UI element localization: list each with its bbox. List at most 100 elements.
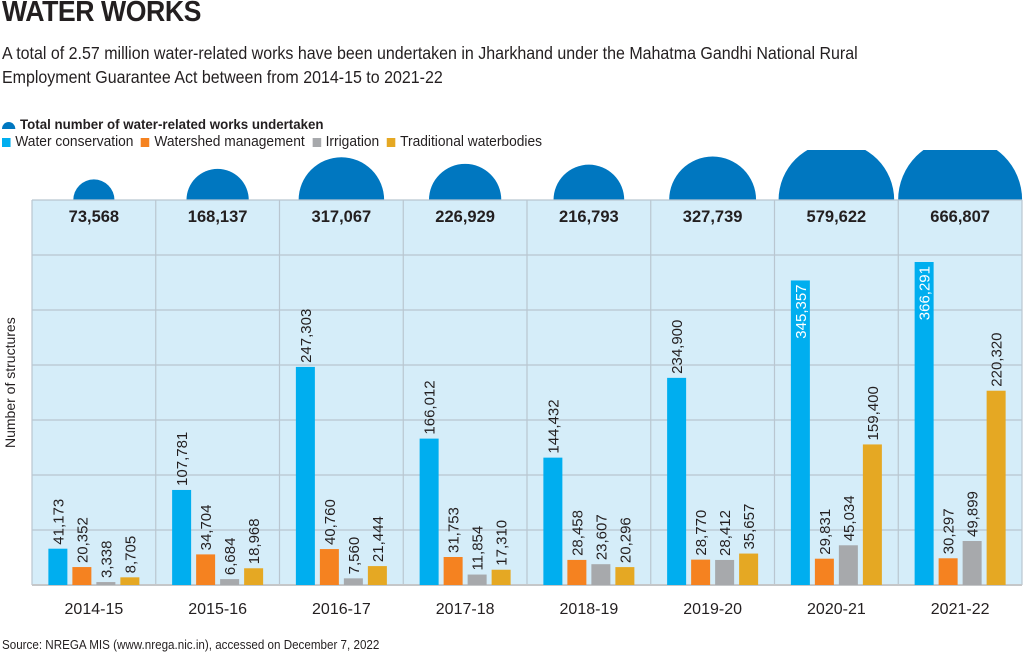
total-semicircle xyxy=(778,150,895,200)
bar-value-label: 49,899 xyxy=(965,491,982,537)
bar-water-conservation xyxy=(295,366,315,585)
legend-item-water-conservation: Water conservation xyxy=(2,134,133,150)
bar-value-label: 159,400 xyxy=(865,386,882,440)
total-semicircle xyxy=(428,163,502,200)
chart-title: WATER WORKS xyxy=(2,0,201,28)
total-semicircle xyxy=(298,157,385,200)
bar-water-conservation xyxy=(543,457,563,585)
bar-value-label: 20,352 xyxy=(74,517,91,563)
bar-value-label: 18,968 xyxy=(246,518,263,564)
bar-irrigation xyxy=(715,559,735,585)
bar-value-label: 28,770 xyxy=(693,510,710,556)
bar-value-label: 3,338 xyxy=(98,541,115,579)
bar-water-conservation xyxy=(667,377,687,585)
bar-value-label: 166,012 xyxy=(422,380,439,434)
total-semicircle xyxy=(186,168,249,200)
bar-irrigation xyxy=(343,578,363,585)
bar-value-label: 20,296 xyxy=(617,517,634,563)
total-value-label: 73,568 xyxy=(69,208,119,226)
legend-label: Watershed management xyxy=(154,134,305,150)
legend-swatch-traditional-waterbodies xyxy=(386,137,396,147)
bar-irrigation xyxy=(96,582,116,585)
bar-water-conservation xyxy=(48,548,68,585)
bar-traditional-waterbodies xyxy=(986,390,1006,585)
x-tick-label: 2021-22 xyxy=(931,601,990,618)
chart-subtitle: A total of 2.57 million water-related wo… xyxy=(2,41,941,89)
bar-value-label: 11,854 xyxy=(470,526,487,571)
bar-traditional-waterbodies xyxy=(367,566,387,585)
bar-value-label: 28,412 xyxy=(717,510,734,556)
bar-irrigation xyxy=(220,579,240,585)
x-tick-label: 2019-20 xyxy=(683,601,742,618)
legend-total-label: Total number of water-related works unde… xyxy=(20,116,324,132)
bar-chart: 73,568 168,137 317,067 226,929 216,793 327,73… xyxy=(31,150,1023,618)
bar-irrigation xyxy=(467,574,487,585)
bar-value-label: 7,560 xyxy=(346,537,363,575)
legend-label: Irrigation xyxy=(325,134,380,150)
bar-value-label: 107,781 xyxy=(174,432,191,486)
legend-swatch-watershed-management xyxy=(141,137,150,147)
source-note: Source: NREGA MIS (www.nrega.nic.in), ac… xyxy=(2,638,380,652)
bar-watershed-management xyxy=(938,558,958,585)
bar-value-label: 6,684 xyxy=(222,538,239,576)
legend-swatch-water-conservation xyxy=(2,137,11,147)
bar-traditional-waterbodies xyxy=(244,568,264,585)
legend-swatch-irrigation xyxy=(312,137,321,147)
bar-value-label: 28,458 xyxy=(569,510,586,556)
legend-item-watershed-management: Watershed management xyxy=(141,134,305,150)
bar-water-conservation xyxy=(172,489,192,585)
bar-value-label: 234,900 xyxy=(669,320,686,374)
legend-item-irrigation: Irrigation xyxy=(312,134,379,150)
legend-label: Traditional waterbodies xyxy=(400,134,543,150)
total-value-label: 317,067 xyxy=(312,208,372,226)
bar-value-label: 45,034 xyxy=(841,495,858,541)
subtitle-line-2: Employment Guarantee Act between from 20… xyxy=(2,67,443,87)
bar-value-label: 23,607 xyxy=(593,514,610,560)
bar-value-label: 29,831 xyxy=(817,509,834,555)
x-tick-label: 2017-18 xyxy=(436,601,495,618)
bar-traditional-waterbodies xyxy=(739,553,759,585)
bar-watershed-management xyxy=(196,554,216,585)
legend-item-traditional-waterbodies: Traditional waterbodies xyxy=(386,134,543,150)
bar-watershed-management xyxy=(443,556,463,585)
bar-irrigation xyxy=(591,564,611,585)
subtitle-line-1: A total of 2.57 million water-related wo… xyxy=(2,43,858,63)
bar-value-label: 31,753 xyxy=(446,507,463,553)
x-tick-label: 2015-16 xyxy=(188,601,247,618)
bar-value-label: 34,704 xyxy=(198,505,215,551)
y-axis-label: Number of structures xyxy=(2,317,18,448)
total-semicircle xyxy=(669,156,757,200)
bar-value-label: 220,320 xyxy=(989,332,1006,386)
bar-watershed-management xyxy=(72,567,92,585)
x-tick-label: 2016-17 xyxy=(312,601,371,618)
legend-total: Total number of water-related works unde… xyxy=(2,116,324,132)
bar-value-label: 41,173 xyxy=(50,499,67,545)
bar-value-label: 247,303 xyxy=(298,309,315,363)
bar-value-label: 17,310 xyxy=(494,520,511,566)
bar-value-label: 144,432 xyxy=(545,399,562,453)
bar-value-label: 21,444 xyxy=(370,516,387,562)
semicircle-icon xyxy=(2,122,16,129)
bar-value-label: 40,760 xyxy=(322,499,339,545)
total-value-label: 327,739 xyxy=(683,208,743,226)
bar-traditional-waterbodies xyxy=(491,569,511,585)
bar-value-label: 35,657 xyxy=(741,504,758,550)
bar-irrigation xyxy=(838,545,858,585)
bar-traditional-waterbodies xyxy=(615,567,635,585)
bar-watershed-management xyxy=(567,559,587,585)
bar-value-label: 30,297 xyxy=(941,508,958,554)
bar-watershed-management xyxy=(319,549,339,585)
x-tick-label: 2020-21 xyxy=(807,601,866,618)
bar-water-conservation xyxy=(419,438,439,585)
total-value-label: 168,137 xyxy=(188,208,248,226)
bar-water-conservation xyxy=(914,262,934,585)
bar-irrigation xyxy=(962,540,982,585)
bar-value-label: 345,357 xyxy=(793,284,810,338)
legend-series: Water conservation Watershed management … xyxy=(2,134,550,150)
bar-traditional-waterbodies xyxy=(120,577,140,585)
bar-traditional-waterbodies xyxy=(862,444,882,585)
bar-value-label: 8,705 xyxy=(122,536,139,574)
total-semicircle xyxy=(898,150,1023,200)
total-value-label: 216,793 xyxy=(559,208,619,226)
total-semicircle xyxy=(553,164,625,200)
